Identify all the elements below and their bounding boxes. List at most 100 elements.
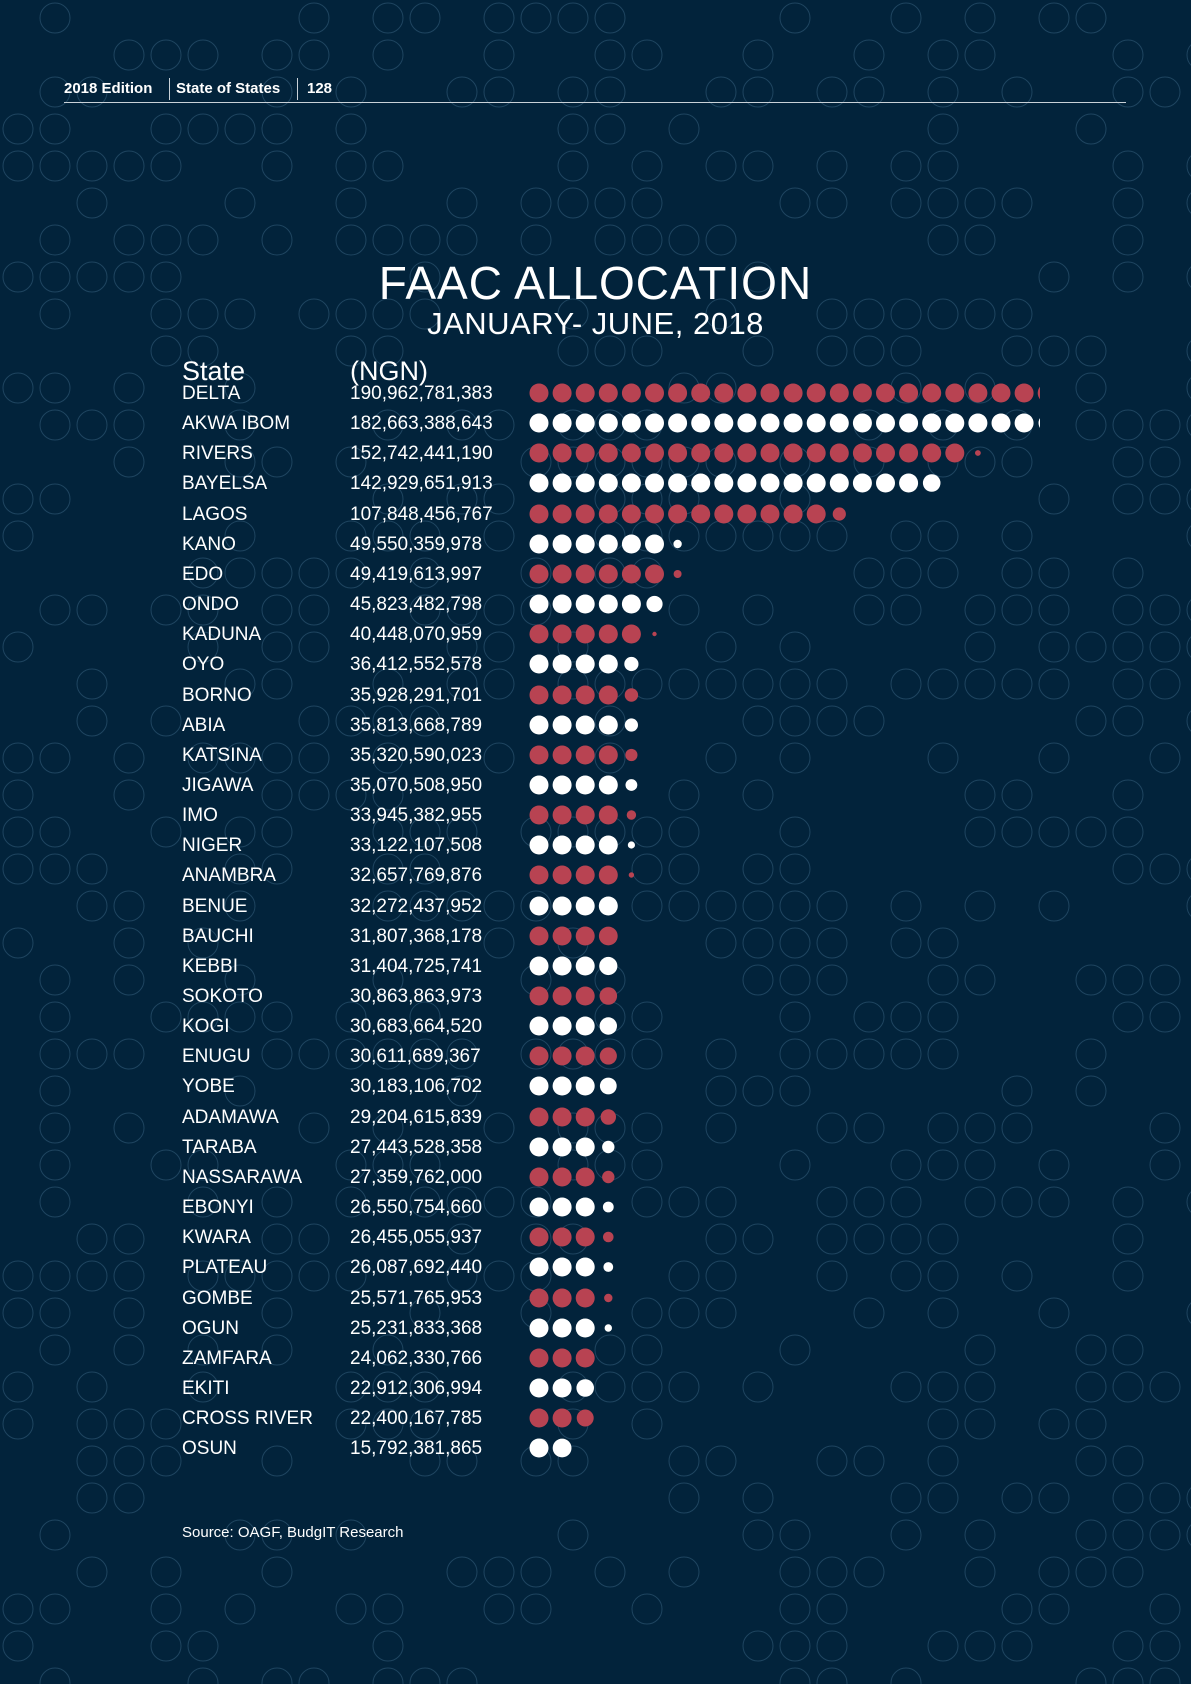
pattern-circle <box>1186 155 1191 177</box>
allocation-dot <box>575 1167 595 1187</box>
pattern-circle <box>261 1186 293 1218</box>
pattern-circle <box>224 1075 256 1107</box>
pattern-circle <box>39 483 71 515</box>
state-name: EDO <box>182 563 224 585</box>
allocation-dot <box>552 775 572 795</box>
pattern-circle <box>964 816 996 848</box>
allocation-dot <box>529 1288 549 1307</box>
pattern-circle <box>187 927 219 959</box>
allocation-value: 32,272,437,952 <box>350 895 483 917</box>
allocation-dot <box>575 1197 595 1217</box>
pattern-circle <box>890 298 922 330</box>
pattern-circle <box>816 1112 848 1144</box>
pattern-circle <box>816 1186 848 1218</box>
pattern-circle <box>964 668 996 700</box>
pattern-circle <box>39 76 71 108</box>
pattern-circle <box>890 1519 922 1551</box>
pattern-circle <box>39 1260 71 1292</box>
allocation-dot <box>645 534 664 554</box>
allocation-dot <box>604 1323 612 1332</box>
pattern-circle <box>446 1667 478 1684</box>
allocation-dot <box>575 473 595 493</box>
pattern-circle <box>113 1482 145 1514</box>
pattern-circle <box>1112 1260 1144 1292</box>
pattern-circle <box>816 890 848 922</box>
table-row: GOMBE 25,571,765,953 <box>0 1283 1191 1313</box>
pattern-circle <box>409 1149 441 1181</box>
pattern-circle <box>372 1667 404 1684</box>
pattern-circle <box>816 927 848 959</box>
pattern-circle <box>224 557 256 589</box>
dot-bar <box>529 564 682 584</box>
pattern-circle <box>816 298 848 330</box>
pattern-circle <box>1149 964 1181 996</box>
allocation-dot <box>1014 383 1034 403</box>
pattern-circle <box>39 298 71 330</box>
allocation-dot <box>899 473 919 493</box>
pattern-circle <box>483 1112 515 1144</box>
pattern-circle <box>1038 742 1070 774</box>
dot-bar <box>529 1197 614 1217</box>
pattern-circle <box>1038 890 1070 922</box>
allocation-dot <box>575 504 595 524</box>
pattern-circle <box>372 409 404 441</box>
pattern-circle <box>76 705 108 737</box>
pattern-circle <box>187 631 219 663</box>
dot-bar <box>529 1137 615 1157</box>
allocation-dot <box>575 865 595 885</box>
state-name: DELTA <box>182 383 241 404</box>
allocation-dot <box>529 956 549 976</box>
allocation-dot <box>552 473 572 493</box>
pattern-circle <box>298 705 330 737</box>
allocation-dot <box>552 926 572 946</box>
state-name: ENUGU <box>182 1046 251 1068</box>
pattern-circle <box>594 1556 626 1588</box>
pattern-circle <box>446 409 478 441</box>
allocation-value: 30,683,664,520 <box>350 1016 483 1038</box>
allocation-dot <box>625 748 638 761</box>
pattern-circle <box>964 890 996 922</box>
allocation-dot <box>552 413 572 433</box>
chart-title: FAAC ALLOCATION <box>378 257 813 309</box>
pattern-circle <box>520 594 552 626</box>
pattern-circle <box>335 1149 367 1181</box>
pattern-circle <box>557 76 589 108</box>
pattern-circle <box>779 187 811 219</box>
pattern-circle <box>1001 298 1033 330</box>
pattern-circle <box>779 1038 811 1070</box>
pattern-circle <box>261 1001 293 1033</box>
pattern-circle <box>39 1334 71 1366</box>
allocation-dot <box>575 986 595 1006</box>
allocation-value: 49,419,613,997 <box>350 563 483 585</box>
allocation-dot <box>598 534 618 554</box>
pattern-circle <box>816 520 848 552</box>
pattern-circle <box>39 1186 71 1218</box>
allocation-dot <box>626 810 637 820</box>
pattern-circle <box>2 150 34 182</box>
pattern-circle <box>1075 705 1107 737</box>
table-row: BORNO 35,928,291,701 <box>0 680 1191 710</box>
allocation-dot <box>621 383 641 403</box>
pattern-circle <box>594 742 626 774</box>
allocation-dot <box>598 654 618 674</box>
table-row: KWARA 26,455,055,937 <box>0 1222 1191 1252</box>
pattern-circle <box>1075 1556 1107 1588</box>
pattern-circle <box>335 1038 367 1070</box>
pattern-circle <box>853 76 885 108</box>
pattern-circle <box>483 1260 515 1292</box>
pattern-circle <box>557 668 589 700</box>
allocation-dot <box>602 1201 614 1213</box>
pattern-circle <box>631 1112 663 1144</box>
pattern-circle <box>150 1408 182 1440</box>
pattern-circle <box>446 187 478 219</box>
pattern-circle <box>39 1149 71 1181</box>
allocation-dot <box>552 534 572 554</box>
pattern-circle <box>631 1593 663 1625</box>
pattern-circle <box>187 557 219 589</box>
pattern-circle <box>1149 76 1181 108</box>
allocation-dot <box>646 595 663 613</box>
pattern-circle <box>1001 1186 1033 1218</box>
pattern-circle <box>335 1593 367 1625</box>
table-row: BAYELSA 142,929,651,913 <box>0 468 1191 498</box>
pattern-circle <box>187 1334 219 1366</box>
